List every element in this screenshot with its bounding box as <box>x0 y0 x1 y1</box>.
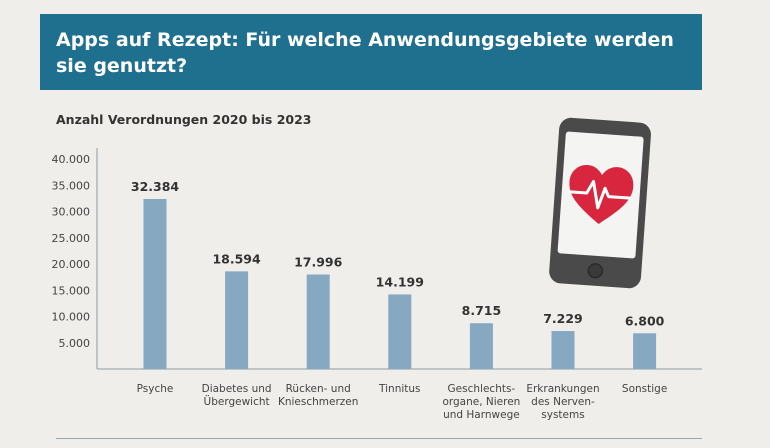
data-label: 17.996 <box>294 255 343 270</box>
bar <box>633 333 657 369</box>
y-tick-label: 20.000 <box>52 258 91 271</box>
data-label: 18.594 <box>212 251 261 266</box>
bar <box>551 331 575 369</box>
data-label: 7.229 <box>543 311 583 326</box>
bottom-divider <box>56 438 702 439</box>
x-tick-label: Diabetes und <box>202 383 272 395</box>
y-tick-label: 40.000 <box>52 153 91 166</box>
x-tick-label: Geschlechts- <box>448 383 516 395</box>
chart-title: Anzahl Verordnungen 2020 bis 2023 <box>56 112 312 127</box>
x-tick-label: und Harnwege <box>443 409 520 421</box>
x-tick-label: organe, Nieren <box>442 396 520 408</box>
x-tick-label: Knieschmerzen <box>278 396 358 408</box>
x-tick-label: Übergewicht <box>204 395 270 408</box>
y-tick-label: 30.000 <box>52 206 91 219</box>
bar <box>388 294 412 369</box>
y-tick-label: 10.000 <box>52 311 91 324</box>
bar <box>143 198 167 369</box>
x-tick-label: des Nerven- <box>531 396 595 408</box>
y-tick-label: 15.000 <box>52 284 91 297</box>
page-title: Apps auf Rezept: Für welche Anwendungsge… <box>56 29 674 77</box>
data-label: 32.384 <box>131 179 180 194</box>
x-tick-label: Psyche <box>137 383 174 395</box>
x-tick-label: Tinnitus <box>378 383 420 395</box>
data-label: 14.199 <box>376 274 424 289</box>
bar <box>306 274 330 369</box>
x-tick-label: Rücken- und <box>286 383 351 395</box>
phone-home-button <box>587 263 604 279</box>
x-tick-label: Sonstige <box>622 383 667 395</box>
data-label: 8.715 <box>462 303 502 318</box>
x-tick-label: Erkrankungen <box>526 383 599 395</box>
y-tick-label: 25.000 <box>52 232 91 245</box>
pulse-line <box>569 179 632 210</box>
x-tick-label: systems <box>541 409 584 421</box>
bar <box>469 323 493 369</box>
data-label: 6.800 <box>625 313 665 328</box>
y-tick-label: 5.000 <box>59 337 91 350</box>
smartphone-heart-icon <box>549 117 651 289</box>
bar <box>225 271 249 369</box>
title-banner: Apps auf Rezept: Für welche Anwendungsge… <box>40 14 702 90</box>
y-tick-label: 35.000 <box>52 179 91 192</box>
